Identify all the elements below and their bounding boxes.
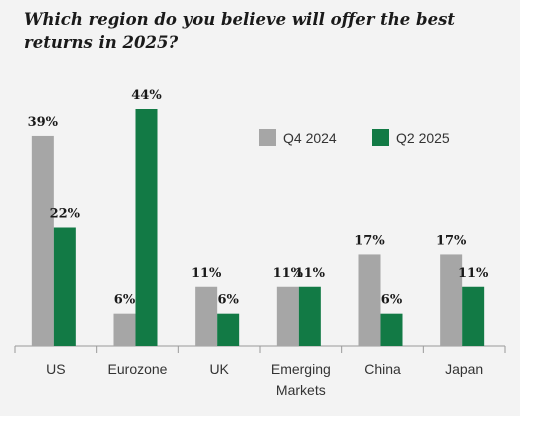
data-label: 11% xyxy=(295,266,326,281)
data-label: 6% xyxy=(217,293,239,308)
data-label: 6% xyxy=(381,293,403,308)
chart-title: Which region do you believe will offer t… xyxy=(24,10,455,52)
bar-q2-2025 xyxy=(135,109,158,346)
category-label: Emerging xyxy=(271,361,331,377)
chart-panel: Which region do you believe will offer t… xyxy=(0,0,520,416)
category-label: Japan xyxy=(445,361,483,377)
data-label: 11% xyxy=(458,266,489,281)
bar-q2-2025 xyxy=(380,313,403,346)
bar-q2-2025 xyxy=(298,286,321,346)
category-label: Markets xyxy=(276,382,326,398)
bar-q2-2025 xyxy=(53,227,76,346)
bar-q4-2024 xyxy=(195,286,218,346)
data-label: 22% xyxy=(50,207,81,222)
category-label: UK xyxy=(209,361,229,377)
bar-q4-2024 xyxy=(276,286,299,346)
data-label: 11% xyxy=(191,266,222,281)
bar-q4-2024 xyxy=(113,313,136,346)
legend-swatch xyxy=(259,129,276,146)
bar-q2-2025 xyxy=(462,286,485,346)
category-label: China xyxy=(364,361,401,377)
bar-q4-2024 xyxy=(31,135,54,346)
legend-swatch xyxy=(372,129,389,146)
category-label: Eurozone xyxy=(108,361,168,377)
category-label: US xyxy=(46,361,65,377)
bar-chart: 39%6%11% 11%17% 17%22%44%6%11%6%11%US Euroz… xyxy=(14,88,506,398)
data-label: 17% xyxy=(436,233,467,248)
data-label: 11% xyxy=(273,266,304,281)
legend-label: Q4 2024 xyxy=(283,130,337,146)
bar-q4-2024 xyxy=(440,254,463,346)
data-label: 6% xyxy=(114,293,136,308)
data-label: 44% xyxy=(131,88,162,103)
legend-label: Q2 2025 xyxy=(396,130,450,146)
data-label: 17% xyxy=(354,233,385,248)
data-label: 39% xyxy=(28,115,59,130)
bar-q4-2024 xyxy=(358,254,381,346)
bar-q2-2025 xyxy=(217,313,240,346)
